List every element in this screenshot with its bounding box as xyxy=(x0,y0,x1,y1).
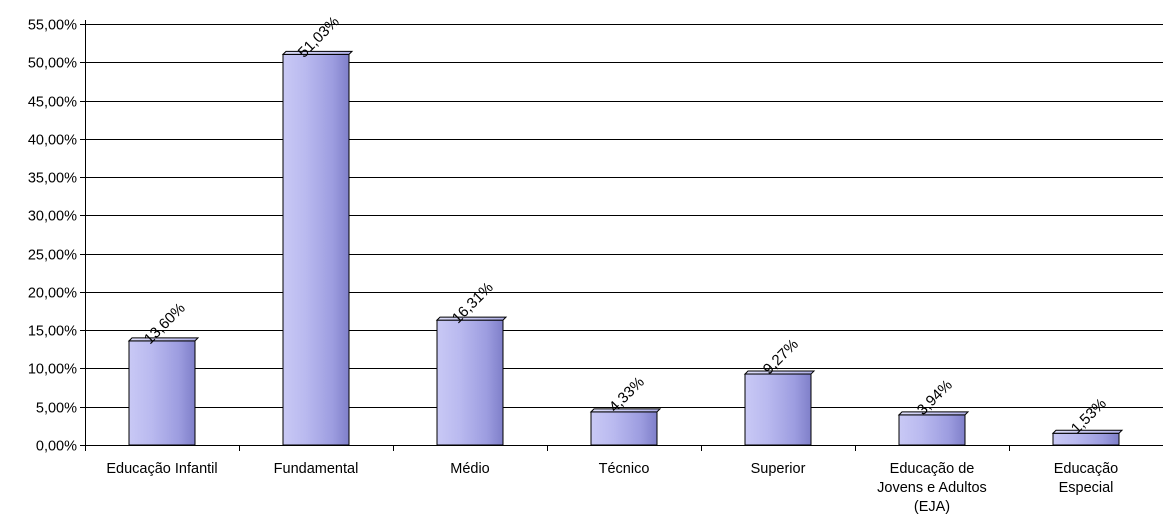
bar-body xyxy=(898,414,966,446)
bar-body xyxy=(1052,432,1120,446)
y-tick-label: 35,00% xyxy=(28,171,77,187)
bar xyxy=(127,337,200,446)
x-tick-label: Educação de xyxy=(890,461,975,477)
bar-top xyxy=(435,316,508,321)
bar xyxy=(281,50,354,446)
bar-body xyxy=(128,340,196,446)
bar-body xyxy=(436,319,504,446)
x-tick-label: Educação xyxy=(1054,461,1119,477)
y-tick-label: 25,00% xyxy=(28,248,77,264)
y-tick-label: 20,00% xyxy=(28,286,77,302)
bar xyxy=(435,316,508,446)
bar-top xyxy=(743,370,816,375)
bar-top xyxy=(1051,429,1124,434)
bars xyxy=(127,50,1124,446)
axes: 0,00% 5,00% 10,00% 15,00% 20,00% 25,00% 30,00%… xyxy=(28,18,1163,515)
y-tick-label: 45,00% xyxy=(28,95,77,111)
bar-top xyxy=(589,408,662,413)
x-tick-label: (EJA) xyxy=(914,499,950,515)
bar xyxy=(743,370,816,446)
y-tick-label: 30,00% xyxy=(28,209,77,225)
bar xyxy=(1051,429,1124,446)
x-tick-label: Superior xyxy=(751,461,806,477)
x-tick-label: Educação Infantil xyxy=(106,461,217,477)
y-tick-label: 40,00% xyxy=(28,133,77,149)
bar-body xyxy=(744,373,812,446)
y-tick-label: 0,00% xyxy=(36,439,77,455)
x-tick-label: Jovens e Adultos xyxy=(877,480,987,496)
x-tick-label: Técnico xyxy=(599,461,650,477)
y-tick-label: 5,00% xyxy=(36,401,77,417)
bar xyxy=(897,411,970,446)
y-tick-label: 10,00% xyxy=(28,362,77,378)
x-tick-label: Fundamental xyxy=(274,461,359,477)
y-tick-label: 50,00% xyxy=(28,56,77,72)
y-tick-label: 15,00% xyxy=(28,324,77,340)
bar-top xyxy=(127,337,200,342)
bar-top xyxy=(897,411,970,416)
bar xyxy=(589,408,662,446)
bar-body xyxy=(282,53,350,446)
gridlines xyxy=(85,24,1163,408)
x-tick-label: Médio xyxy=(450,461,490,477)
x-tick-label: Especial xyxy=(1059,480,1114,496)
bar-top xyxy=(281,50,354,55)
y-tick-label: 55,00% xyxy=(28,18,77,34)
bar-body xyxy=(590,411,658,446)
